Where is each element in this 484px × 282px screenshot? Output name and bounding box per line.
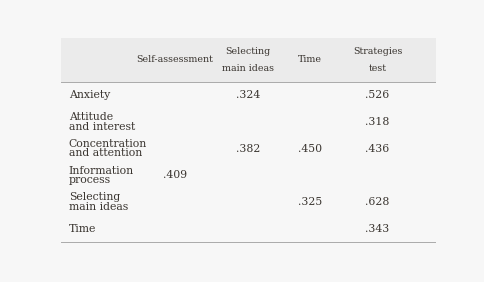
Text: Selecting: Selecting	[226, 47, 271, 56]
Text: .436: .436	[365, 144, 390, 154]
Text: Anxiety: Anxiety	[69, 90, 110, 100]
Text: .409: .409	[163, 170, 187, 180]
Text: main ideas: main ideas	[222, 64, 274, 73]
Text: process: process	[69, 175, 111, 185]
Text: test: test	[368, 64, 386, 73]
Text: .318: .318	[365, 117, 390, 127]
Text: Information: Information	[69, 166, 134, 176]
Text: .325: .325	[298, 197, 322, 207]
Text: .343: .343	[365, 224, 390, 234]
Text: and interest: and interest	[69, 122, 135, 132]
Text: Strategies: Strategies	[353, 47, 402, 56]
Text: Concentration: Concentration	[69, 139, 147, 149]
Text: main ideas: main ideas	[69, 202, 128, 212]
Text: and attention: and attention	[69, 148, 142, 158]
Text: .382: .382	[236, 144, 260, 154]
Text: Time: Time	[298, 55, 322, 64]
Bar	[60, 38, 436, 81]
Text: .324: .324	[236, 90, 260, 100]
Text: Selecting: Selecting	[69, 192, 120, 202]
Text: Time: Time	[69, 224, 96, 234]
Text: .526: .526	[365, 90, 390, 100]
Text: Self-assessment: Self-assessment	[136, 55, 213, 64]
Text: .450: .450	[298, 144, 322, 154]
Text: Attitude: Attitude	[69, 112, 113, 122]
Text: .628: .628	[365, 197, 390, 207]
